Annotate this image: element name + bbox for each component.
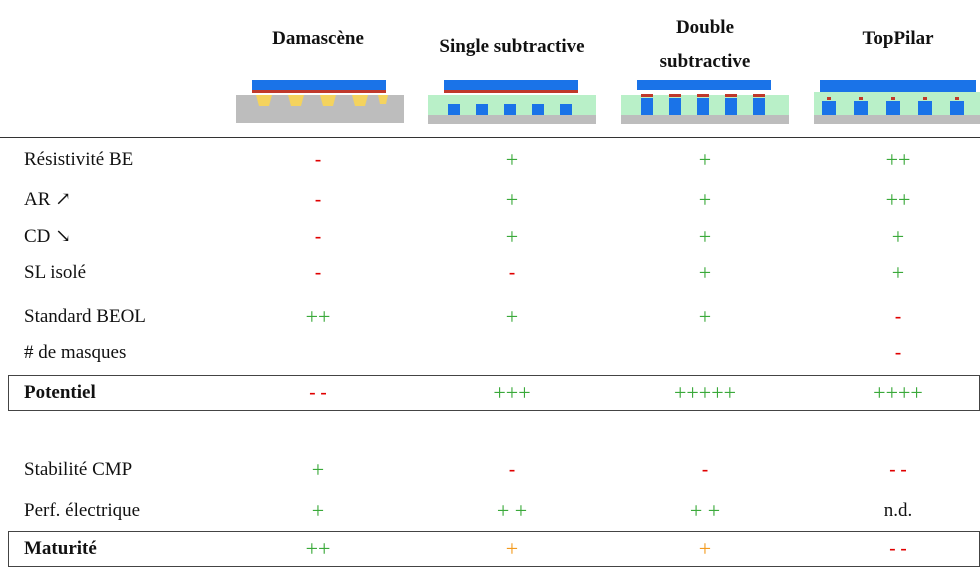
column-header: Single subtractive <box>439 36 585 57</box>
cell: + <box>311 457 325 482</box>
cell: + <box>698 260 712 285</box>
row-label: SL isolé <box>24 262 87 283</box>
row-label: Maturité <box>24 538 97 559</box>
cell: + <box>311 498 325 523</box>
table-row: SL isolé - - + + <box>0 255 980 291</box>
row-label: CD ↘ <box>24 226 72 247</box>
table-row: Maturité ++ + + - - <box>0 531 980 567</box>
cell: - - <box>889 538 907 559</box>
cell: + <box>698 147 712 172</box>
cell: + <box>698 536 712 561</box>
cell: + <box>505 147 519 172</box>
cell: ++++ <box>873 380 923 405</box>
row-label: Potentiel <box>24 382 96 403</box>
cell: - <box>314 189 322 210</box>
cell: + <box>505 536 519 561</box>
cell: + <box>891 260 905 285</box>
cell: - <box>314 149 322 170</box>
cell: - <box>701 459 709 480</box>
row-label: AR ↗ <box>24 189 72 210</box>
row-label: Standard BEOL <box>24 306 146 327</box>
cell: ++ <box>305 304 331 329</box>
row-label: Stabilité CMP <box>24 459 133 480</box>
icon-double <box>621 80 789 124</box>
cell: + <box>505 304 519 329</box>
table-row: Potentiel - - +++ +++++ ++++ <box>0 375 980 411</box>
cell: + <box>505 224 519 249</box>
table-row: AR ↗ - + + ++ <box>0 182 980 218</box>
cell: - - <box>889 459 907 480</box>
table-row: CD ↘ - + + + <box>0 219 980 255</box>
cell: ++ <box>305 536 331 561</box>
cell: + <box>505 187 519 212</box>
row-label: # de masques <box>24 342 127 363</box>
cell: - <box>894 306 902 327</box>
row-label: Perf. électrique <box>24 500 141 521</box>
cell: - - <box>309 382 327 403</box>
row-label: Résistivité BE <box>24 149 134 170</box>
cell: ++ <box>885 187 911 212</box>
cell: +++ <box>493 380 531 405</box>
table-row: Résistivité BE - + + ++ <box>0 142 980 178</box>
cell: - <box>314 226 322 247</box>
cell: + + <box>496 498 528 523</box>
icon-single <box>428 80 596 124</box>
cell: - <box>314 262 322 283</box>
cell: - <box>508 262 516 283</box>
icon-damascene <box>236 80 404 123</box>
cell: + <box>891 224 905 249</box>
column-header: Damascène <box>272 28 364 49</box>
table-row: Perf. électrique + + + + + n.d. <box>0 493 980 529</box>
cell: - <box>508 459 516 480</box>
cell: - <box>894 342 902 363</box>
cell: n.d. <box>883 500 913 521</box>
column-header: Double subtractive <box>659 17 751 72</box>
table-row: Standard BEOL ++ + + - <box>0 299 980 335</box>
cell: + + <box>689 498 721 523</box>
cell: + <box>698 187 712 212</box>
icon-toppilar <box>814 80 980 124</box>
header-rule <box>0 137 980 138</box>
column-header: TopPilar <box>862 28 934 49</box>
cell: ++ <box>885 147 911 172</box>
cell: +++++ <box>673 380 737 405</box>
cell: + <box>698 224 712 249</box>
table-row: Stabilité CMP + - - - - <box>0 452 980 488</box>
cell: + <box>698 304 712 329</box>
table-row: # de masques - <box>0 335 980 371</box>
